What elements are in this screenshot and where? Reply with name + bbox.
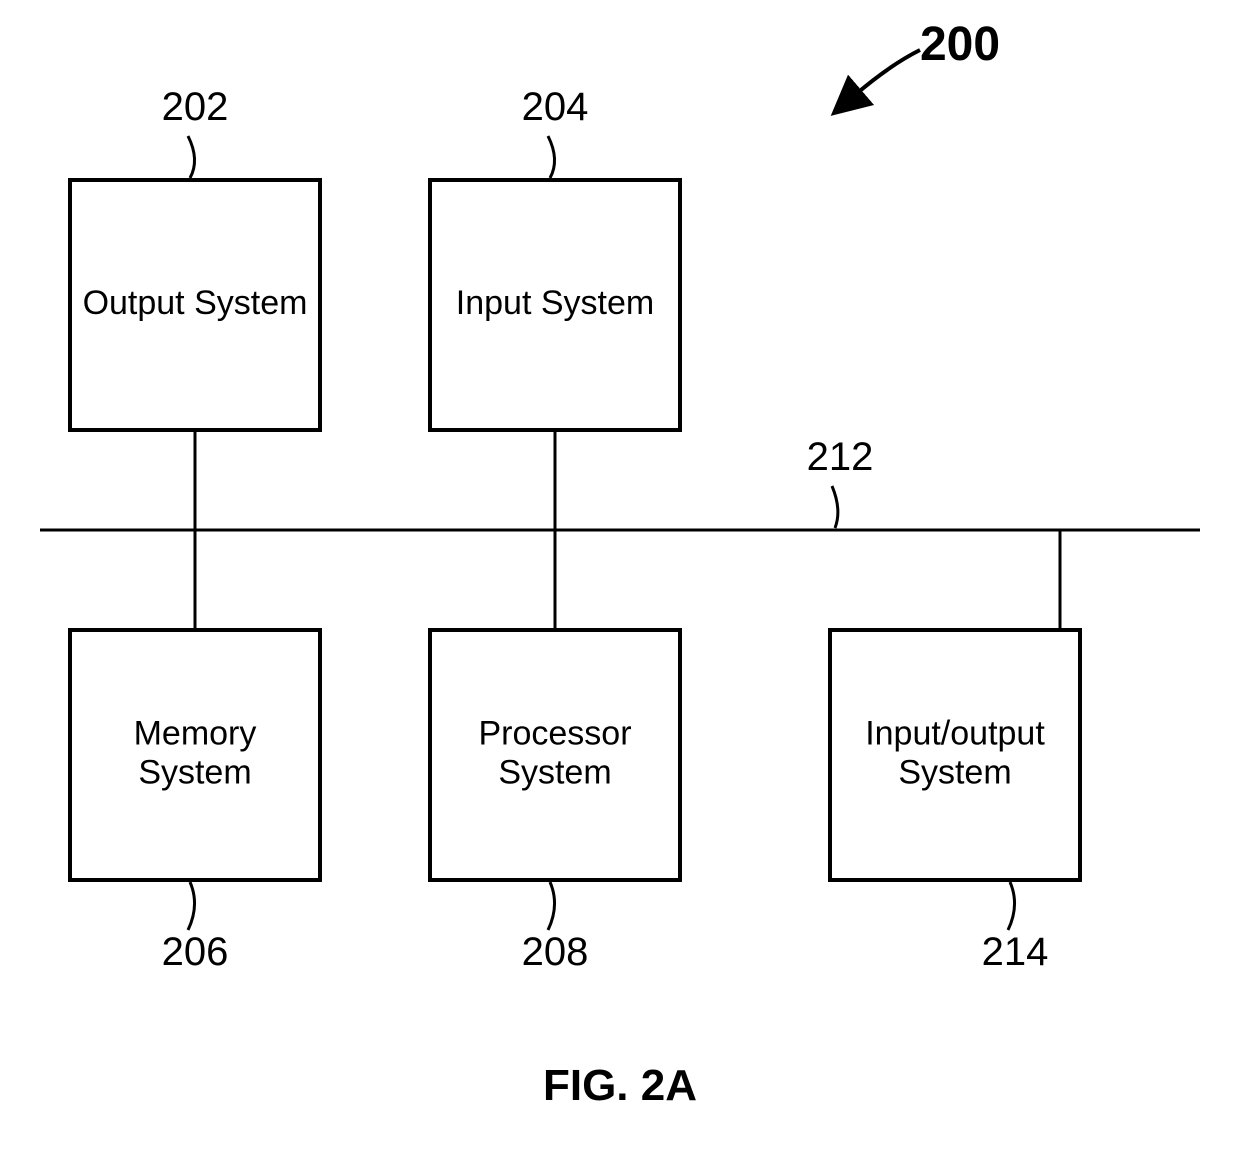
output-system-label: Output System [83,284,308,322]
processor-system-ref-number: 208 [522,930,589,974]
processor-system-label: System [498,754,611,792]
io-system-label: Input/output [865,714,1045,752]
figure-label: FIG. 2A [543,1061,697,1110]
input-system-ref-number: 204 [522,85,589,129]
title-ref-number: 200 [920,18,1000,71]
input-system-ref-lead [548,136,555,178]
io-system-ref-number: 214 [982,930,1049,974]
output-system-ref-number: 202 [162,85,229,129]
memory-system-label: System [138,754,251,792]
io-system-label: System [898,754,1011,792]
processor-system-label: Processor [478,714,631,752]
bus-ref-number: 212 [807,435,874,479]
input-system-label: Input System [456,284,654,322]
processor-system-ref-lead [548,882,555,930]
memory-system-label: Memory [134,714,257,752]
memory-system-ref-number: 206 [162,930,229,974]
output-system-ref-lead [188,136,195,178]
memory-system-ref-lead [188,882,195,930]
io-system-ref-lead [1008,882,1015,930]
title-ref-arrow [855,50,920,95]
bus-ref-lead [832,486,838,528]
